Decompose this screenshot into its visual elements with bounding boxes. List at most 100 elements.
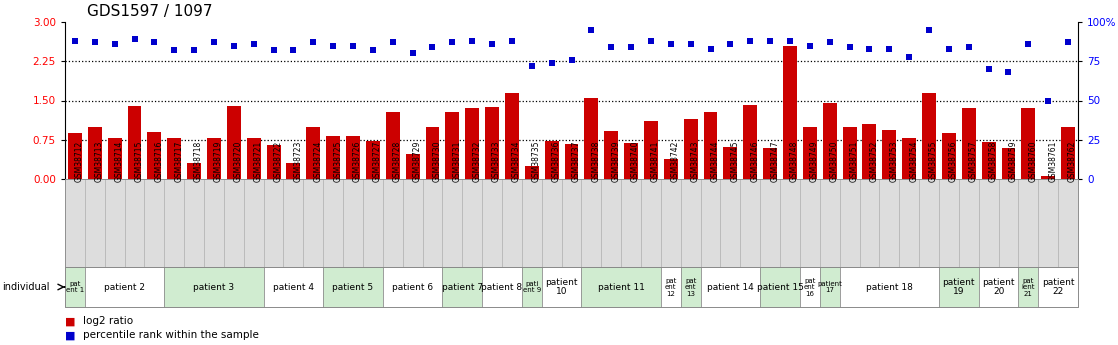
Bar xyxy=(799,267,819,307)
Bar xyxy=(843,127,856,179)
Text: GSM38729: GSM38729 xyxy=(413,140,421,181)
Point xyxy=(542,60,560,66)
Bar xyxy=(148,132,161,179)
Bar xyxy=(882,130,897,179)
Bar xyxy=(482,179,502,267)
Text: patient 5: patient 5 xyxy=(332,283,373,292)
Bar xyxy=(227,106,240,179)
Point xyxy=(702,46,720,51)
Text: GSM38725: GSM38725 xyxy=(333,140,342,181)
Point xyxy=(205,40,222,45)
Point xyxy=(603,45,620,50)
Bar xyxy=(1039,267,1078,307)
Bar xyxy=(382,179,402,267)
Text: GSM38731: GSM38731 xyxy=(453,140,462,181)
Bar xyxy=(585,98,598,179)
Text: GSM38742: GSM38742 xyxy=(671,140,680,181)
Bar xyxy=(382,267,443,307)
Text: GSM38727: GSM38727 xyxy=(373,140,382,181)
Bar xyxy=(485,107,499,179)
Text: GSM38760: GSM38760 xyxy=(1029,140,1038,181)
Bar xyxy=(819,179,840,267)
Bar xyxy=(524,166,539,179)
Text: patient 3: patient 3 xyxy=(193,283,235,292)
Text: GSM38721: GSM38721 xyxy=(254,140,263,181)
Bar xyxy=(760,267,799,307)
Point xyxy=(344,43,362,48)
Bar xyxy=(703,112,718,179)
Bar xyxy=(264,179,284,267)
Bar xyxy=(187,163,201,179)
Bar xyxy=(723,147,738,179)
Point xyxy=(861,46,879,51)
Text: GSM38737: GSM38737 xyxy=(571,140,580,181)
Point xyxy=(523,63,541,69)
Bar xyxy=(959,179,978,267)
Text: GSM38758: GSM38758 xyxy=(988,140,997,181)
Point xyxy=(880,46,898,51)
Point xyxy=(900,54,918,59)
Bar xyxy=(803,127,817,179)
Bar xyxy=(624,144,638,179)
Bar xyxy=(522,267,542,307)
Text: GSM38757: GSM38757 xyxy=(969,140,978,181)
Bar xyxy=(780,179,799,267)
Bar xyxy=(1018,179,1039,267)
Bar xyxy=(644,121,657,179)
Bar xyxy=(402,179,423,267)
Bar xyxy=(561,179,581,267)
Text: GSM38739: GSM38739 xyxy=(612,140,620,181)
Bar xyxy=(939,179,959,267)
Bar xyxy=(764,148,777,179)
Bar xyxy=(184,179,205,267)
Bar xyxy=(347,136,360,179)
Bar xyxy=(899,179,919,267)
Bar xyxy=(363,179,382,267)
Text: GSM38750: GSM38750 xyxy=(830,140,838,181)
Bar xyxy=(542,179,561,267)
Point xyxy=(424,45,442,50)
Point xyxy=(741,38,759,43)
Text: GDS1597 / 1097: GDS1597 / 1097 xyxy=(87,4,212,19)
Bar xyxy=(840,179,860,267)
Text: GSM38713: GSM38713 xyxy=(95,140,104,181)
Point xyxy=(364,48,382,53)
Bar xyxy=(1058,179,1078,267)
Bar xyxy=(443,267,482,307)
Text: GSM38755: GSM38755 xyxy=(929,140,938,181)
Bar xyxy=(664,159,678,179)
Bar xyxy=(465,108,480,179)
Bar xyxy=(860,179,880,267)
Point xyxy=(225,43,243,48)
Point xyxy=(960,45,978,50)
Text: GSM38726: GSM38726 xyxy=(353,140,362,181)
Point xyxy=(145,40,163,45)
Bar xyxy=(1022,108,1035,179)
Text: GSM38716: GSM38716 xyxy=(154,140,163,181)
Bar xyxy=(323,267,382,307)
Bar xyxy=(720,179,740,267)
Text: GSM38730: GSM38730 xyxy=(433,140,442,181)
Point xyxy=(940,46,958,51)
Text: GSM38744: GSM38744 xyxy=(711,140,720,181)
Bar xyxy=(978,179,998,267)
Text: GSM38753: GSM38753 xyxy=(889,140,898,181)
Bar xyxy=(622,179,641,267)
Text: percentile rank within the sample: percentile rank within the sample xyxy=(83,331,258,341)
Bar xyxy=(207,138,221,179)
Bar xyxy=(743,105,757,179)
Point xyxy=(800,43,818,48)
Text: GSM38738: GSM38738 xyxy=(591,140,600,181)
Point xyxy=(125,37,143,42)
Bar xyxy=(661,179,681,267)
Text: GSM38719: GSM38719 xyxy=(214,140,222,181)
Bar xyxy=(426,127,439,179)
Bar xyxy=(783,46,797,179)
Bar xyxy=(105,179,124,267)
Bar xyxy=(799,179,819,267)
Bar xyxy=(601,179,622,267)
Point xyxy=(562,57,580,62)
Bar xyxy=(978,267,1018,307)
Text: log2 ratio: log2 ratio xyxy=(83,316,133,326)
Text: GSM38749: GSM38749 xyxy=(809,140,818,181)
